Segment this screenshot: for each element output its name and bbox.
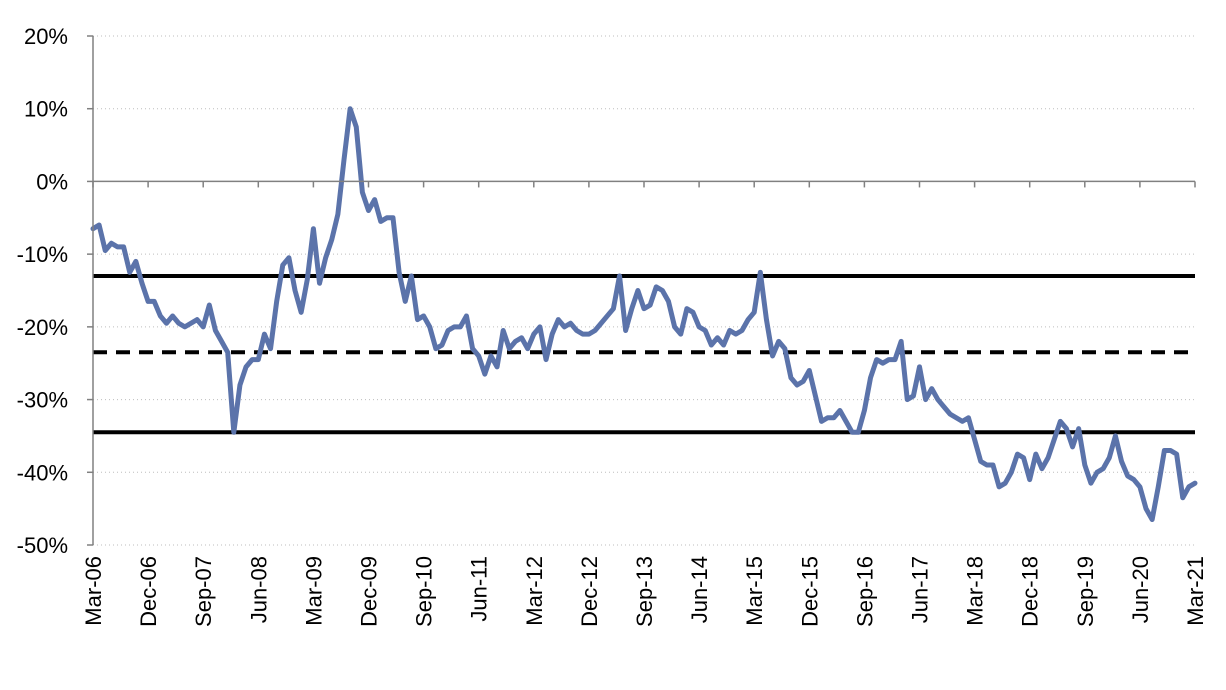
x-tick-label: Sep-07: [191, 556, 216, 627]
x-tick-label: Sep-19: [1073, 556, 1098, 627]
x-tick-label: Jun-08: [246, 556, 271, 623]
y-tick-label: -30%: [17, 388, 68, 413]
x-tick-labels: Mar-06 Dec-06 Sep-07 Jun-08 Mar-09 Dec-09 Sep-…: [81, 556, 1208, 627]
x-tick-label: Mar-09: [301, 556, 326, 626]
x-tick-label: Dec-18: [1018, 556, 1043, 627]
x-tick-label: Mar-15: [742, 556, 767, 626]
x-tick-label: Jun-14: [687, 556, 712, 623]
axes: [87, 35, 1196, 546]
series-layer: [90, 106, 1198, 523]
reference-lines: [93, 273, 1195, 435]
x-tick-label: Sep-10: [412, 556, 437, 627]
y-tick-label: -50%: [17, 533, 68, 558]
x-tick-label: Mar-06: [81, 556, 106, 626]
y-tick-label: 10%: [24, 97, 68, 122]
y-tick-label: -20%: [17, 315, 68, 340]
y-tick-label: 0%: [36, 169, 68, 194]
x-tick-label: Sep-13: [632, 556, 657, 627]
y-tick-label: -10%: [17, 242, 68, 267]
x-tick-label: Dec-15: [797, 556, 822, 627]
y-tick-labels: 20% 10% 0% -10% -20% -30% -40% -50%: [17, 24, 68, 558]
x-tick-label: Mar-18: [963, 556, 988, 626]
y-tick-label: 20%: [24, 24, 68, 49]
x-tick-label: Dec-12: [577, 556, 602, 627]
x-tick-label: Jun-20: [1128, 556, 1153, 623]
y-tick-label: -40%: [17, 460, 68, 485]
series-line: [90, 106, 1198, 523]
gridlines: [93, 35, 1195, 546]
x-tick-label: Mar-12: [522, 556, 547, 626]
x-tick-label: Dec-06: [136, 556, 161, 627]
x-tick-label: Sep-16: [852, 556, 877, 627]
x-tick-label: Jun-11: [467, 556, 492, 622]
x-tick-label: Jun-17: [908, 556, 933, 623]
x-tick-label: Mar-21: [1183, 556, 1208, 626]
x-tick-label: Dec-09: [357, 556, 382, 627]
